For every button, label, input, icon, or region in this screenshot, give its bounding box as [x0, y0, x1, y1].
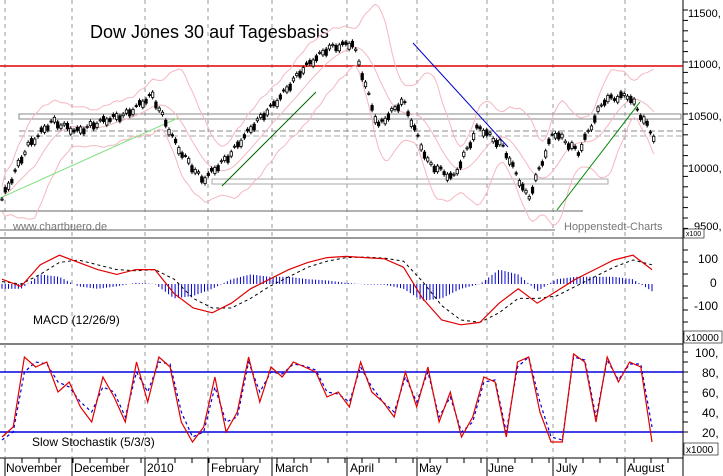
svg-text:20,: 20, — [702, 426, 719, 440]
svg-text:2010: 2010 — [147, 461, 174, 475]
stochastic-label: Slow Stochastik (5/3/3) — [32, 435, 155, 449]
svg-text:x10000: x10000 — [686, 333, 719, 344]
panel-frames — [0, 0, 684, 476]
svg-text:June: June — [488, 461, 514, 475]
svg-text:0: 0 — [710, 276, 717, 290]
svg-text:December: December — [74, 461, 129, 475]
svg-text:-100: -100 — [694, 299, 718, 313]
svg-text:10500,: 10500, — [688, 111, 722, 123]
svg-text:80,: 80, — [702, 366, 719, 380]
svg-text:May: May — [419, 461, 442, 475]
svg-text:November: November — [6, 461, 61, 475]
svg-text:February: February — [211, 461, 259, 475]
svg-text:July: July — [556, 461, 577, 475]
price-panel: Dow Jones 30 auf Tagesbasis www.chartbue… — [0, 3, 683, 233]
stochastic-panel: Slow Stochastik (5/3/3) — [0, 352, 683, 449]
svg-text:April: April — [350, 461, 374, 475]
svg-text:x1000: x1000 — [686, 445, 714, 456]
svg-text:60,: 60, — [702, 386, 719, 400]
svg-text:August: August — [627, 461, 665, 475]
watermark-left: www.chartbuero.de — [12, 221, 107, 233]
svg-text:11000,: 11000, — [688, 59, 721, 71]
x-axis: November December 2010 February March Ap… — [4, 458, 669, 476]
svg-text:x100: x100 — [686, 231, 701, 238]
svg-text:100,: 100, — [695, 346, 718, 360]
macd-label: MACD (12/26/9) — [33, 313, 120, 327]
watermark-right: Hoppenstedt-Charts — [564, 221, 663, 233]
svg-text:11500,: 11500, — [688, 8, 721, 20]
svg-text:March: March — [275, 461, 308, 475]
svg-text:10000,: 10000, — [688, 163, 722, 175]
y-axis-right: 11500, 11000, 10500, 10000, 9500, x100 1… — [683, 8, 723, 456]
chart-title: Dow Jones 30 auf Tagesbasis — [90, 22, 329, 42]
svg-text:100: 100 — [698, 252, 718, 266]
svg-text:40,: 40, — [702, 406, 719, 420]
macd-panel: MACD (12/26/9) — [1, 254, 653, 327]
